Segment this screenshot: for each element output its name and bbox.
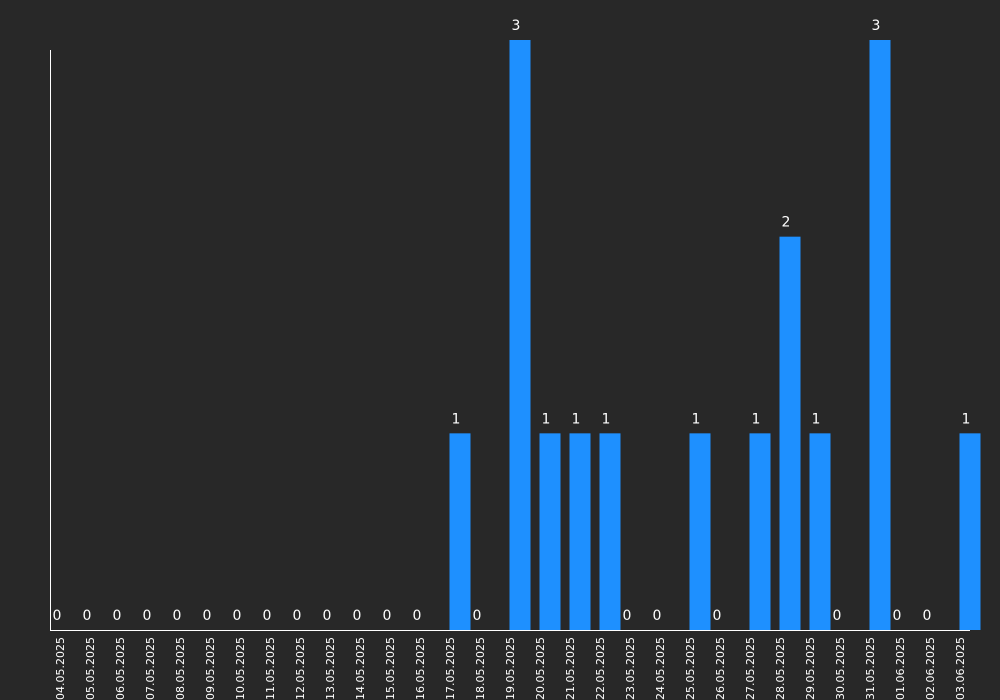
value-label-07.05.2025: 0 (143, 608, 152, 624)
bar-17.05.2025 (449, 433, 471, 630)
x-tick-label-22.05.2025: 22.05.2025 (594, 637, 607, 700)
x-tick-label-21.05.2025: 21.05.2025 (564, 637, 577, 700)
value-label-26.05.2025: 0 (713, 608, 722, 624)
value-label-04.05.2025: 0 (53, 608, 62, 624)
value-label-19.05.2025: 3 (512, 18, 521, 34)
value-label-27.05.2025: 1 (752, 411, 761, 427)
value-label-17.05.2025: 1 (452, 411, 461, 427)
value-label-29.05.2025: 1 (812, 411, 821, 427)
value-label-24.05.2025: 0 (653, 608, 662, 624)
value-label-21.05.2025: 1 (572, 411, 581, 427)
value-label-09.05.2025: 0 (203, 608, 212, 624)
value-label-23.05.2025: 0 (623, 608, 632, 624)
value-label-12.05.2025: 0 (293, 608, 302, 624)
x-tick-label-10.05.2025: 10.05.2025 (234, 637, 247, 700)
x-tick-label-02.06.2025: 02.06.2025 (924, 637, 937, 700)
x-tick-label-11.05.2025: 11.05.2025 (264, 637, 277, 700)
x-tick-label-04.05.2025: 04.05.2025 (54, 637, 67, 700)
bar-31.05.2025 (869, 40, 891, 630)
value-label-01.06.2025: 0 (893, 608, 902, 624)
bar-22.05.2025 (599, 433, 621, 630)
value-label-02.06.2025: 0 (923, 608, 932, 624)
bar-21.05.2025 (569, 433, 591, 630)
value-label-20.05.2025: 1 (542, 411, 551, 427)
x-tick-label-12.05.2025: 12.05.2025 (294, 637, 307, 700)
x-tick-label-23.05.2025: 23.05.2025 (624, 637, 637, 700)
x-tick-label-30.05.2025: 30.05.2025 (834, 637, 847, 700)
value-label-15.05.2025: 0 (383, 608, 392, 624)
x-tick-label-26.05.2025: 26.05.2025 (714, 637, 727, 700)
value-label-06.05.2025: 0 (113, 608, 122, 624)
x-tick-label-07.05.2025: 07.05.2025 (144, 637, 157, 700)
value-label-10.05.2025: 0 (233, 608, 242, 624)
value-label-25.05.2025: 1 (692, 411, 701, 427)
bars-group (449, 40, 981, 630)
value-label-18.05.2025: 0 (473, 608, 482, 624)
bar-19.05.2025 (509, 40, 531, 630)
bar-25.05.2025 (689, 433, 711, 630)
x-tick-label-09.05.2025: 09.05.2025 (204, 637, 217, 700)
x-tick-label-13.05.2025: 13.05.2025 (324, 637, 337, 700)
value-label-11.05.2025: 0 (263, 608, 272, 624)
x-tick-label-17.05.2025: 17.05.2025 (444, 637, 457, 700)
bar-27.05.2025 (749, 433, 771, 630)
bar-03.06.2025 (959, 433, 981, 630)
x-tick-label-28.05.2025: 28.05.2025 (774, 637, 787, 700)
x-tick-label-25.05.2025: 25.05.2025 (684, 637, 697, 700)
x-tick-label-06.05.2025: 06.05.2025 (114, 637, 127, 700)
value-label-13.05.2025: 0 (323, 608, 332, 624)
bar-29.05.2025 (809, 433, 831, 630)
x-tick-labels-group: 04.05.2025 05.05.2025 06.05.2025 07.05.2025… (54, 637, 967, 700)
x-tick-label-16.05.2025: 16.05.2025 (414, 637, 427, 700)
value-label-16.05.2025: 0 (413, 608, 422, 624)
value-label-14.05.2025: 0 (353, 608, 362, 624)
x-tick-label-08.05.2025: 08.05.2025 (174, 637, 187, 700)
x-tick-label-29.05.2025: 29.05.2025 (804, 637, 817, 700)
x-tick-label-24.05.2025: 24.05.2025 (654, 637, 667, 700)
x-tick-label-15.05.2025: 15.05.2025 (384, 637, 397, 700)
x-tick-label-31.05.2025: 31.05.2025 (864, 637, 877, 700)
x-tick-label-20.05.2025: 20.05.2025 (534, 637, 547, 700)
value-labels-group: 0 0 0 0 0 0 0 0 0 0 0 0 0 1 0 3 1 1 1 0 0 1 0 1 2 1 0 3 0 0 1 (53, 18, 971, 624)
x-tick-label-05.05.2025: 05.05.2025 (84, 637, 97, 700)
x-tick-label-27.05.2025: 27.05.2025 (744, 637, 757, 700)
value-label-03.06.2025: 1 (962, 411, 971, 427)
value-label-22.05.2025: 1 (602, 411, 611, 427)
bar-20.05.2025 (539, 433, 561, 630)
x-tick-label-01.06.2025: 01.06.2025 (894, 637, 907, 700)
value-label-30.05.2025: 0 (833, 608, 842, 624)
x-tick-label-18.05.2025: 18.05.2025 (474, 637, 487, 700)
x-tick-label-19.05.2025: 19.05.2025 (504, 637, 517, 700)
value-label-05.05.2025: 0 (83, 608, 92, 624)
value-label-28.05.2025: 2 (782, 215, 791, 231)
value-label-31.05.2025: 3 (872, 18, 881, 34)
x-tick-label-03.06.2025: 03.06.2025 (954, 637, 967, 700)
value-label-08.05.2025: 0 (173, 608, 182, 624)
bar-28.05.2025 (779, 236, 801, 630)
x-tick-label-14.05.2025: 14.05.2025 (354, 637, 367, 700)
